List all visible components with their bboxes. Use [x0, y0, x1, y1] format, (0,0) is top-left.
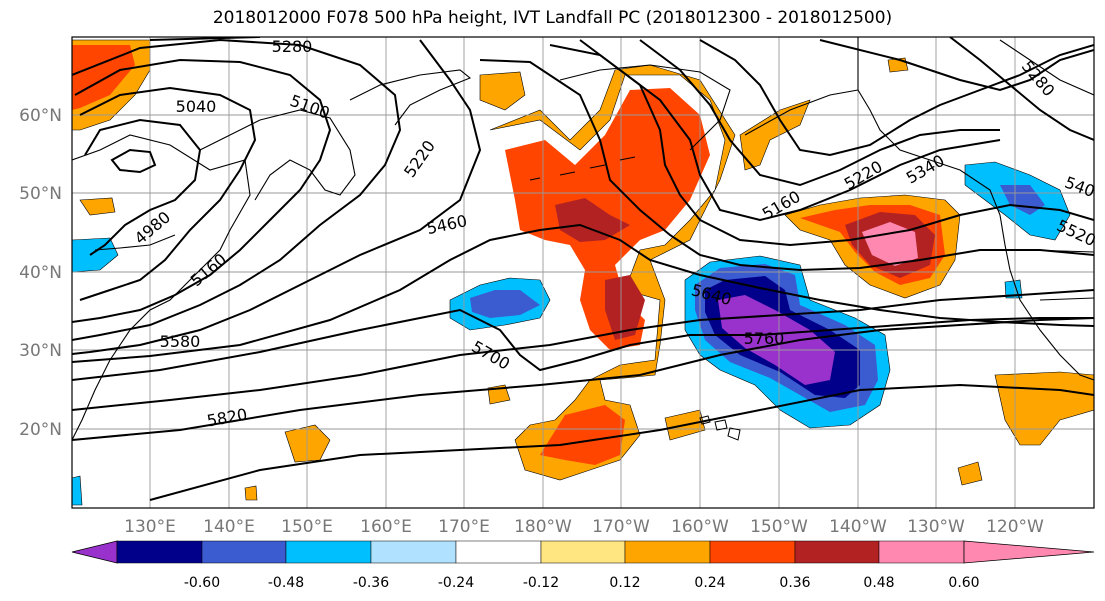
colorbar-segment	[370, 540, 457, 564]
colorbar-tick: 0.24	[694, 575, 725, 591]
colorbar-segment	[285, 540, 372, 564]
colorbar-tick: 0.60	[948, 575, 979, 591]
contour-label: 5760	[744, 329, 785, 348]
colorbar-segment	[794, 540, 880, 564]
colorbar-segment	[455, 540, 542, 564]
lon-label: 140°W	[829, 517, 887, 537]
colorbar-segment	[878, 540, 965, 564]
height-contours	[72, 37, 1094, 501]
colorbar-tick: -0.60	[184, 575, 220, 591]
contour-label: 5700	[468, 337, 513, 374]
contour-label: 5220	[400, 137, 439, 181]
lon-label: 160°E	[360, 517, 412, 537]
contour-label: 5160	[187, 249, 230, 290]
longitude-labels: 130°E 140°E 150°E 160°E 170°E 180°W 170°…	[124, 517, 1044, 537]
colorbar-segment	[709, 540, 796, 564]
graticule	[72, 37, 1094, 508]
colorbar-segment	[201, 540, 287, 564]
lat-label: 50°N	[19, 184, 62, 204]
colorbar-max-extend	[963, 540, 1095, 564]
colorbar-tick: 0.12	[609, 575, 640, 591]
contour-label: 5520	[1054, 216, 1099, 250]
contour-label: 5280	[272, 37, 313, 56]
colorbar: -0.60 -0.48 -0.36 -0.24 -0.12 0.12 0.24 …	[71, 540, 1095, 591]
colorbar-tick: 0.48	[863, 575, 894, 591]
lon-label: 150°E	[281, 517, 333, 537]
lat-label: 40°N	[19, 263, 62, 283]
contour-label: 5280	[1018, 57, 1059, 100]
lat-label: 30°N	[19, 341, 62, 361]
colorbar-segment	[116, 540, 203, 564]
contour-label: 5100	[288, 91, 333, 123]
ivt-shading	[72, 39, 1094, 506]
lon-label: 150°W	[750, 517, 808, 537]
lon-label: 130°E	[124, 517, 176, 537]
colorbar-segment	[624, 540, 711, 564]
colorbar-min-extend	[71, 540, 118, 564]
lon-label: 170°W	[592, 517, 650, 537]
colorbar-tick: -0.12	[523, 575, 559, 591]
contour-label: 5040	[176, 97, 217, 116]
contour-label: 540	[1062, 173, 1097, 201]
plot-frame	[71, 36, 1095, 509]
contour-label: 5580	[160, 332, 201, 351]
lat-label: 60°N	[19, 106, 62, 126]
lon-label: 140°E	[203, 517, 255, 537]
lat-label: 20°N	[19, 420, 62, 440]
lon-label: 170°E	[438, 517, 490, 537]
lon-label: 180°W	[514, 517, 572, 537]
lon-label: 160°W	[671, 517, 729, 537]
contour-label: 4980	[131, 207, 174, 248]
coastlines	[72, 37, 1094, 441]
contour-label: 5460	[425, 211, 469, 238]
contour-label: 5820	[205, 405, 248, 431]
map-title: 2018012000 F078 500 hPa height, IVT Land…	[212, 8, 893, 28]
latitude-labels: 60°N 50°N 40°N 30°N 20°N	[19, 106, 62, 440]
colorbar-tick: -0.36	[353, 575, 389, 591]
colorbar-segment	[540, 540, 626, 564]
contour-label: 5220	[841, 157, 886, 194]
colorbar-tick: -0.24	[438, 575, 474, 591]
lon-label: 120°W	[986, 517, 1044, 537]
lon-label: 130°W	[907, 517, 965, 537]
colorbar-tick: -0.48	[268, 575, 304, 591]
colorbar-tick: 0.36	[779, 575, 810, 591]
